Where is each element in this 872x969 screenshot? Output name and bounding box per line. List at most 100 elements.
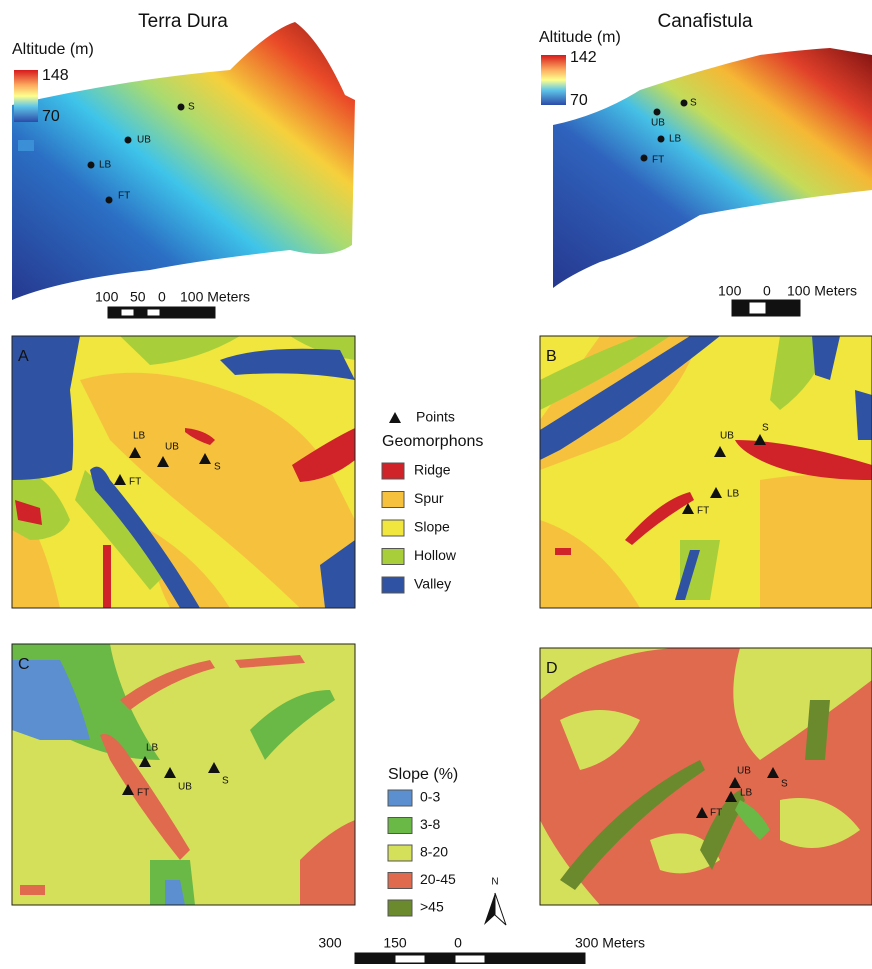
sample-point xyxy=(105,196,113,204)
map-panel-c xyxy=(11,643,356,906)
legend-min: 70 xyxy=(42,108,60,125)
legend-title: Geomorphons xyxy=(382,433,483,450)
sample-point xyxy=(714,446,726,457)
sample-point xyxy=(696,807,708,818)
legend-min: 70 xyxy=(570,92,588,109)
sample-point xyxy=(389,412,401,423)
scale-label: 100 Meters xyxy=(787,283,857,299)
legend-label: 0-3 xyxy=(420,789,440,805)
sample-point xyxy=(729,777,741,788)
sample-point xyxy=(177,103,185,111)
point-label: LB xyxy=(133,431,146,442)
legend-swatch xyxy=(387,872,413,889)
scale-bar xyxy=(107,299,801,965)
sample-point xyxy=(164,767,176,778)
sample-point xyxy=(208,762,220,773)
legend-label: Slope xyxy=(414,519,450,535)
legend-swatch xyxy=(381,519,405,537)
map-panel-d xyxy=(539,647,872,906)
sample-point xyxy=(87,161,95,169)
point-label: FT xyxy=(652,155,664,166)
scale-label: 100 xyxy=(95,289,119,305)
sample-point xyxy=(657,135,665,143)
map-panel-a xyxy=(11,335,356,609)
point-label: S xyxy=(762,423,769,434)
legend-swatch xyxy=(381,462,405,480)
sample-point xyxy=(710,487,722,498)
point-label: FT xyxy=(137,788,149,799)
point-label: S xyxy=(188,102,195,113)
sample-point xyxy=(653,108,661,116)
point-label: LB xyxy=(669,134,682,145)
legend-swatch xyxy=(387,899,413,917)
legend-label: >45 xyxy=(420,899,444,915)
panel-letter: A xyxy=(18,348,29,365)
map-title: Canafistula xyxy=(657,11,752,32)
point-label: S xyxy=(690,98,697,109)
sample-point xyxy=(199,453,211,464)
legend-label: Ridge xyxy=(414,462,451,478)
scale-label: 0 xyxy=(158,289,166,305)
legend-title: Altitude (m) xyxy=(539,29,621,46)
legend-swatch xyxy=(18,140,34,151)
map-panel-b xyxy=(539,335,872,609)
point-label: UB xyxy=(737,766,751,777)
point-label: FT xyxy=(118,191,130,202)
altitude-ramp xyxy=(541,55,566,105)
sample-point xyxy=(767,767,779,778)
scale-label: 300 xyxy=(318,935,342,951)
panel-letter: B xyxy=(546,348,557,365)
legend-max: 148 xyxy=(42,67,69,84)
altitude-ramp xyxy=(14,70,38,122)
legend-label: Spur xyxy=(414,490,444,506)
sample-point xyxy=(124,136,132,144)
point-label: FT xyxy=(129,477,141,488)
scale-label: 150 xyxy=(383,935,407,951)
north-arrow xyxy=(494,892,507,926)
sample-point xyxy=(114,474,126,485)
legend-title: Altitude (m) xyxy=(12,41,94,58)
point-label: LB xyxy=(99,160,112,171)
sample-point xyxy=(725,791,737,802)
sample-point xyxy=(640,154,648,162)
legend-label: 8-20 xyxy=(420,844,448,860)
map-title: Terra Dura xyxy=(138,11,228,32)
scale-label: 100 Meters xyxy=(180,289,250,305)
scale-label: 0 xyxy=(454,935,462,951)
sample-point xyxy=(754,434,766,445)
point-label: LB xyxy=(740,788,753,799)
point-label: UB xyxy=(137,135,151,146)
legend-max: 142 xyxy=(570,49,597,66)
point-label: FT xyxy=(710,808,722,819)
point-label: LB xyxy=(146,743,159,754)
sample-point xyxy=(680,99,688,107)
legend-label: Valley xyxy=(414,576,451,592)
legend-swatch xyxy=(381,491,405,508)
panel-letter: D xyxy=(546,660,558,677)
legend-title: Slope (%) xyxy=(388,766,458,783)
legend-swatch xyxy=(387,844,413,862)
sample-point xyxy=(682,503,694,514)
legend-label: Hollow xyxy=(414,547,457,563)
north-arrow xyxy=(484,893,495,925)
point-label: LB xyxy=(727,489,740,500)
scale-label: 0 xyxy=(763,283,771,299)
scale-label: 100 xyxy=(718,283,742,299)
legend-label: Points xyxy=(416,409,455,425)
point-label: UB xyxy=(178,782,192,793)
north-label: N xyxy=(491,877,498,888)
point-label: S xyxy=(214,462,221,473)
sample-point xyxy=(139,756,151,767)
sample-point xyxy=(122,784,134,795)
legend-swatch xyxy=(381,548,405,565)
point-label: S xyxy=(222,776,229,787)
point-label: S xyxy=(781,779,788,790)
point-label: UB xyxy=(651,118,665,129)
sample-point xyxy=(129,447,141,458)
scale-label: 50 xyxy=(130,289,146,305)
point-label: UB xyxy=(720,431,734,442)
legend-swatch xyxy=(387,817,413,834)
sample-point xyxy=(157,456,169,467)
legend-label: 3-8 xyxy=(420,816,440,832)
